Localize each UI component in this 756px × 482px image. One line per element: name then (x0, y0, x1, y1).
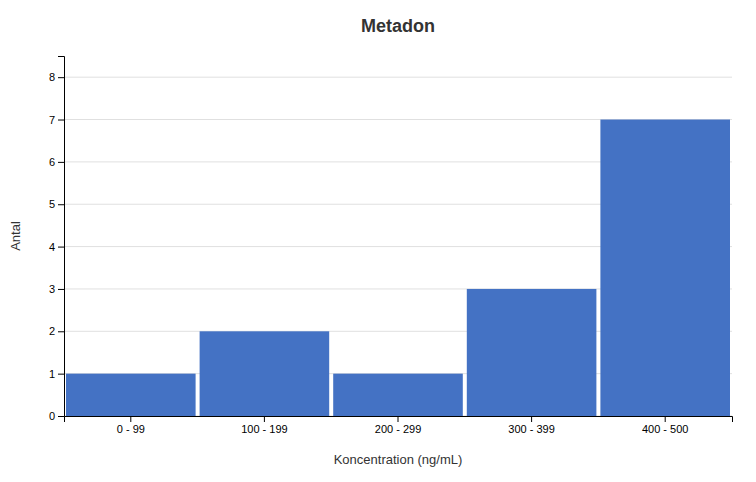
y-tick-label: 6 (49, 156, 55, 168)
x-tick: 400 - 500 (642, 416, 688, 435)
y-tick-mark (58, 247, 64, 248)
x-axis: 0 - 99 100 - 199 200 - 299 300 - 399 400 - 5… (65, 416, 733, 435)
x-tick-mark (264, 416, 265, 422)
y-axis-line (58, 57, 65, 417)
x-tick: 100 - 199 (241, 416, 287, 435)
bar (467, 289, 597, 416)
y-tick: 4 (49, 241, 64, 253)
y-tick: 1 (49, 368, 64, 380)
grid-line (64, 77, 732, 78)
y-tick-mark (58, 120, 64, 121)
title: Metadon (361, 16, 435, 36)
x-axis-line (65, 417, 733, 423)
x-tick: 300 - 399 (508, 416, 554, 435)
x-axis-title: Koncentration (ng/mL) (334, 452, 463, 467)
x-tick-label: 200 - 299 (375, 423, 421, 435)
y-tick: 8 (49, 71, 64, 83)
y-tick-label: 2 (49, 325, 55, 337)
y-tick-label: 5 (49, 198, 55, 210)
x-tick: 0 - 99 (117, 416, 145, 435)
bars (66, 120, 730, 416)
y-tick-mark (58, 374, 64, 375)
y-tick: 0 (49, 410, 64, 422)
y-tick-mark (58, 77, 64, 78)
y-tick-mark (58, 331, 64, 332)
y-tick-label: 1 (49, 368, 55, 380)
y-tick: 5 (49, 198, 64, 210)
y-tick: 2 (49, 325, 64, 337)
y-tick: 6 (49, 156, 64, 168)
y-tick-mark (58, 289, 64, 290)
bar (600, 120, 730, 416)
chart-container: 0 - 99 100 - 199 200 - 299 300 - 399 400 - 5… (0, 0, 756, 482)
y-tick-label: 7 (49, 114, 55, 126)
y-tick-label: 3 (49, 283, 55, 295)
x-tick-mark (531, 416, 532, 422)
y-tick: 7 (49, 114, 64, 126)
y-axis: 0 1 2 3 4 5 6 7 8 (49, 57, 65, 423)
grid (64, 77, 732, 416)
x-tick-mark (130, 416, 131, 422)
x-tick-label: 400 - 500 (642, 423, 688, 435)
bar (200, 331, 330, 416)
y-tick: 3 (49, 283, 64, 295)
y-tick-label: 8 (49, 71, 55, 83)
bar (333, 374, 463, 416)
x-tick-mark (665, 416, 666, 422)
y-tick-label: 4 (49, 241, 55, 253)
bar (66, 374, 196, 416)
y-tick-label: 0 (49, 410, 55, 422)
y-tick-mark (58, 162, 64, 163)
x-tick-label: 0 - 99 (117, 423, 145, 435)
y-tick-mark (58, 204, 64, 205)
y-tick-mark (58, 416, 64, 417)
x-tick-label: 100 - 199 (241, 423, 287, 435)
x-tick-mark (398, 416, 399, 422)
y-axis-title: Antal (8, 221, 23, 251)
plot-area: 0 - 99 100 - 199 200 - 299 300 - 399 400 - 5… (49, 57, 733, 435)
chart-svg: 0 - 99 100 - 199 200 - 299 300 - 399 400 - 5… (0, 0, 756, 482)
x-tick: 200 - 299 (375, 416, 421, 435)
x-tick-label: 300 - 399 (508, 423, 554, 435)
